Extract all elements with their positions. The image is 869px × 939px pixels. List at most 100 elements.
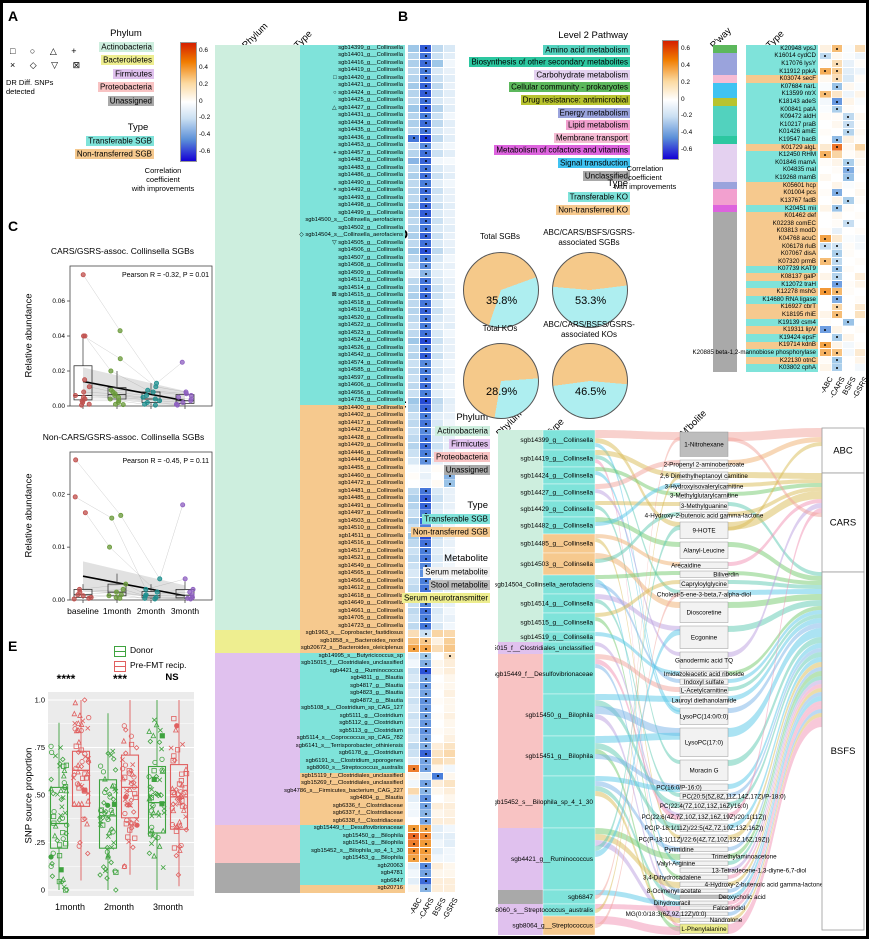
heat-cell (420, 367, 432, 375)
significance-dot (424, 670, 427, 673)
heat-cell (831, 318, 843, 326)
significance-dot (835, 146, 838, 149)
significance-dot (424, 445, 427, 448)
heat-cell (444, 780, 456, 788)
f-metabolite-legend-title: Metabolite (444, 553, 488, 564)
significance-dot (824, 260, 827, 263)
row-label: K12072 traH (781, 280, 816, 288)
sankey-metabolite-label: L-Phenylalanine (681, 926, 727, 933)
type-band (300, 450, 405, 458)
row-label: sgb14509_g__Collinsella (338, 269, 403, 276)
heat-cell (820, 166, 831, 174)
type-band (746, 212, 818, 220)
significance-dot (424, 152, 427, 155)
heat-cell (420, 330, 432, 337)
type-band (300, 630, 405, 638)
heat-cell (843, 151, 854, 159)
heat-cell (820, 159, 831, 166)
sankey-left-label: sgb14519_g__Collinsella (520, 634, 593, 641)
row-label: sgb14526_g__Collinsella (338, 344, 403, 351)
heat-cell (843, 45, 854, 52)
heat-cell (420, 442, 432, 450)
heat-cell (420, 742, 432, 750)
significance-dot (824, 237, 827, 240)
type-band (300, 315, 405, 323)
phylum-band (215, 615, 300, 623)
row-label: sgb14656_g__Collinsella (338, 389, 403, 396)
legend-item: Signal transduction (557, 157, 630, 168)
heat-cell (432, 210, 444, 217)
svg-text:.50: .50 (35, 791, 45, 800)
type-band (746, 98, 818, 106)
phylum-band (215, 142, 300, 151)
heat-cell (408, 562, 420, 570)
significance-dot (412, 835, 415, 838)
type-band (300, 120, 405, 128)
heat-cell (420, 247, 432, 255)
heat-cell (444, 412, 456, 420)
heat-cell (432, 180, 444, 187)
type-band (300, 832, 405, 841)
heat-cell (444, 52, 456, 60)
heat-cell (444, 285, 456, 292)
heat-cell (408, 232, 420, 240)
heat-cell (420, 885, 432, 893)
heat-cell (843, 136, 854, 144)
row-label: sgb14419_g__Collinsella (338, 67, 403, 74)
heat-cell (831, 121, 843, 128)
significance-dot (424, 205, 427, 208)
significance-dot (424, 692, 427, 695)
heat-cell (820, 311, 831, 319)
significance-dot (424, 887, 427, 890)
phylum-band (215, 870, 300, 878)
phylum-band (215, 180, 300, 188)
heat-cell (408, 780, 420, 788)
heat-cell (408, 472, 420, 480)
sankey-metabolite-label: 3-Hydroxyisovalerylcarnitine (665, 484, 744, 491)
heat-cell (432, 802, 444, 810)
heat-cell (408, 517, 420, 525)
heat-cell (820, 250, 831, 258)
heat-cell (432, 232, 444, 240)
type-band (300, 442, 405, 451)
row-label: sgb14422_g__Collinsella (338, 427, 403, 434)
sankey-left-label: sgb14482_g__Collinsella (520, 523, 593, 530)
phylum-band (215, 802, 300, 811)
phylum-band (215, 810, 300, 818)
row-label: sgb14416_g__Collinsella (338, 59, 403, 66)
heat-cell (432, 165, 444, 172)
phylum-band (215, 555, 300, 563)
type-band (300, 225, 405, 233)
heat-cell (820, 75, 831, 83)
heat-cell (432, 667, 444, 675)
row-label: K05601 hcp (782, 181, 816, 189)
heat-cell (820, 121, 831, 128)
phylum-band (215, 427, 300, 436)
heat-cell (420, 735, 432, 743)
heat-cell (420, 630, 432, 638)
type-band (746, 204, 818, 213)
phylum-band (215, 472, 300, 481)
phylum-band (215, 360, 300, 368)
plot-c2-title: Non-CARS/GSRS-assoc. Collinsella SGBs (42, 432, 205, 442)
significance-dot (424, 490, 427, 493)
phylum-band (713, 257, 737, 266)
heat-cell (444, 765, 456, 773)
row-label: sgb14502_g__Collinsella (338, 224, 403, 231)
heat-cell (432, 82, 444, 90)
row-label: sgb14486_g__Collinsella (338, 172, 403, 179)
type-band (300, 127, 405, 136)
heat-cell (432, 390, 444, 397)
heat-cell (444, 352, 456, 360)
heat-cell (444, 645, 456, 653)
heat-cell (432, 60, 444, 67)
type-band (300, 82, 405, 91)
colorbar-tick: 0.2 (681, 78, 691, 86)
heat-cell (843, 273, 854, 281)
type-band (300, 720, 405, 728)
heat-cell (831, 250, 843, 258)
pie-title: ABC/CARS/BSFS/GSRS- associated KOs (543, 320, 635, 339)
significance-dot (424, 392, 427, 395)
heat-cell (820, 219, 831, 227)
heat-cell (408, 442, 420, 450)
